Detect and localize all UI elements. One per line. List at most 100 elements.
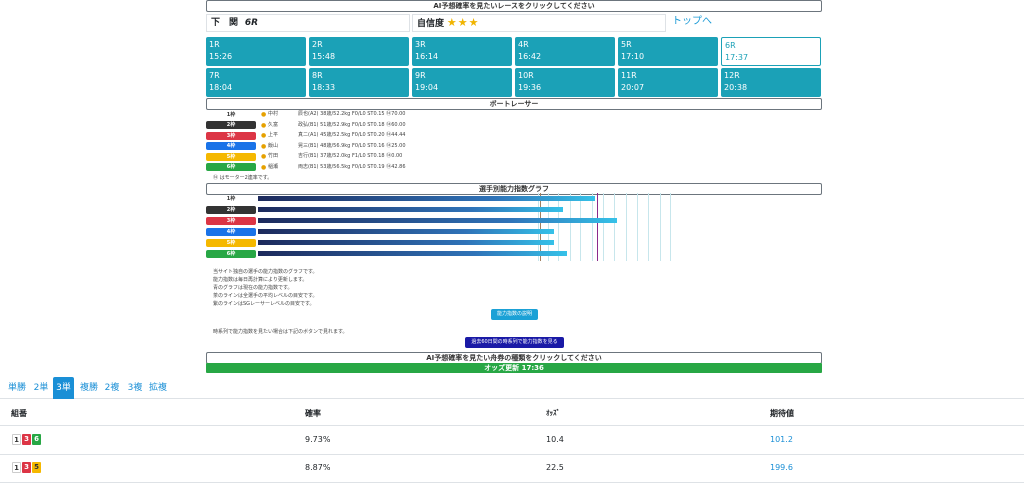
racer-row: 4枠 ● 飯山 晃三(B1) 48歳/56.9kg F0/L0 ST0.16 ⑭25.… xyxy=(206,142,506,151)
race-button-9R[interactable]: 9R 19:04 xyxy=(412,68,512,97)
racer-stats: 真二(A1) 45歳/52.5kg F0/L0 ST0.20 ⑭44.44 xyxy=(298,132,406,138)
waku-badge: 4枠 xyxy=(206,142,256,150)
graph-waku-badge: 3枠 xyxy=(206,216,256,225)
medal-icon: ● xyxy=(261,121,267,129)
tab-拡複[interactable]: 拡複 xyxy=(148,383,167,393)
boat-racer-header: ボートレーサー xyxy=(206,98,822,110)
medal-icon: ● xyxy=(261,111,267,118)
racer-name: 稲瀬 xyxy=(268,163,279,170)
race-button-4R[interactable]: 4R 16:42 xyxy=(515,37,615,66)
col-combo: 組番 xyxy=(11,409,27,418)
race-button-8R[interactable]: 8R 18:33 xyxy=(309,68,409,97)
race-time-label: 19:36 xyxy=(518,83,542,92)
race-time-label: 16:14 xyxy=(415,52,439,61)
racer-row: 3枠 ● 上平 真二(A1) 45歳/52.5kg F0/L0 ST0.20 ⑭44.… xyxy=(206,131,506,140)
race-time-label: 17:37 xyxy=(725,53,749,62)
col-prob: 確率 xyxy=(305,409,321,418)
bet-type-tabs: 単勝 2単 3単 複勝 2複 3複 拡複 xyxy=(0,377,1024,399)
col-odds: ｵｯｽﾞ xyxy=(546,409,560,417)
grid-line xyxy=(637,193,638,261)
racer-row: 2枠 ● 久富 政弘(B1) 51歳/52.9kg F0/L0 ST0.18 ⑭60.… xyxy=(206,121,506,130)
combo-number: 5 xyxy=(32,462,41,473)
race-time-label: 18:33 xyxy=(312,83,336,92)
racer-row: 6枠 ● 稲瀬 両志(B1) 53歳/56.5kg F0/L0 ST0.19 ⑭42.… xyxy=(206,163,506,172)
past-note: 時系列で能力指数を見たい場合は下記のボタンで見れます。 xyxy=(213,329,348,335)
ability-bar xyxy=(258,240,554,245)
combo-number: 6 xyxy=(32,434,41,445)
explanation-line: 当サイト独自の選手の能力指数のグラフです。 xyxy=(213,269,318,275)
racer-name: 上平 xyxy=(268,132,279,138)
race-time-label: 20:38 xyxy=(724,83,748,92)
race-time-label: 19:04 xyxy=(415,83,439,92)
grid-line xyxy=(558,193,559,261)
grid-line xyxy=(570,193,571,261)
star-rating-icon: ★★★ xyxy=(446,16,480,29)
confidence-box: 自信度 ★★★ xyxy=(412,14,666,32)
combo-number: 3 xyxy=(22,434,31,445)
motor-note: ⑭ はモーター2連率です。 xyxy=(213,175,273,181)
race-time-label: 16:42 xyxy=(518,52,542,61)
race-button-1R[interactable]: 1R 15:26 xyxy=(206,37,306,66)
race-button-6R[interactable]: 6R 17:37 xyxy=(721,37,821,66)
ability-bar xyxy=(258,218,618,223)
grid-line xyxy=(548,193,549,261)
past-60-days-button[interactable]: 過去60日間の時系列で能力指数を見る xyxy=(465,337,564,348)
racer-stats: 吉行(B1) 37歳/52.0kg F1/L0 ST0.18 ⑭0.00 xyxy=(298,153,403,159)
tab-複勝[interactable]: 複勝 xyxy=(79,383,98,393)
combo-number: 3 xyxy=(22,462,31,473)
race-number-label: 5R xyxy=(621,40,632,49)
explanation-line: 能力指数は毎日再計算により更新します。 xyxy=(213,277,308,283)
grid-line xyxy=(592,193,593,261)
tab-3単[interactable]: 3単 xyxy=(53,377,74,399)
grid-line xyxy=(670,193,671,261)
ability-bar xyxy=(258,207,563,212)
race-number-label: 10R xyxy=(518,71,534,80)
combo-number: 1 xyxy=(12,462,21,473)
divider xyxy=(0,425,1024,426)
grid-line xyxy=(614,193,615,261)
racer-row: 1枠 ● 中村 辰也(A2) 38歳/52.2kg F0/L0 ST0.15 ⑭70.… xyxy=(206,110,506,119)
race-button-2R[interactable]: 2R 15:48 xyxy=(309,37,409,66)
racer-name: 中村 xyxy=(268,111,279,117)
ev-link[interactable]: 101.2 xyxy=(770,435,793,444)
race-number-label: 7R xyxy=(209,71,220,80)
race-time-label: 18:04 xyxy=(209,83,233,92)
race-button-5R[interactable]: 5R 17:10 xyxy=(618,37,718,66)
tab-2複[interactable]: 2複 xyxy=(104,383,120,393)
race-button-3R[interactable]: 3R 16:14 xyxy=(412,37,512,66)
prob-cell: 9.73% xyxy=(305,435,331,444)
average-line xyxy=(540,193,541,261)
grid-line xyxy=(648,193,649,261)
ability-bar xyxy=(258,196,595,201)
top-link[interactable]: トップへ xyxy=(672,16,712,27)
race-button-10R[interactable]: 10R 19:36 xyxy=(515,68,615,97)
race-number-label: 12R xyxy=(724,71,740,80)
race-button-7R[interactable]: 7R 18:04 xyxy=(206,68,306,97)
race-number-label: 1R xyxy=(209,40,220,49)
ability-explain-button[interactable]: 能力指数の説明 xyxy=(491,309,538,320)
race-button-11R[interactable]: 11R 20:07 xyxy=(618,68,718,97)
race-number-label: 6R xyxy=(725,41,736,50)
odds-update-badge: オッズ更新 17:36 xyxy=(206,363,822,373)
sg-level-line xyxy=(597,193,598,261)
waku-badge: 2枠 xyxy=(206,121,256,129)
medal-icon: ● xyxy=(261,163,267,171)
race-number-label: 8R xyxy=(312,71,323,80)
grid-line xyxy=(603,193,604,261)
race-time-label: 20:07 xyxy=(621,83,645,92)
waku-badge: 6枠 xyxy=(206,163,256,171)
race-number: 6R xyxy=(244,18,259,28)
graph-waku-badge: 1枠 xyxy=(206,194,256,203)
confidence-label: 自信度 xyxy=(417,19,445,29)
tab-2単[interactable]: 2単 xyxy=(33,383,49,393)
tab-単勝[interactable]: 単勝 xyxy=(7,383,26,393)
venue-box: 下 関 6R xyxy=(206,14,410,32)
prob-cell: 8.87% xyxy=(305,463,331,472)
ev-link[interactable]: 199.6 xyxy=(770,463,793,472)
race-time-label: 15:48 xyxy=(312,52,336,61)
racer-stats: 政弘(B1) 51歳/52.9kg F0/L0 ST0.18 ⑭60.00 xyxy=(298,121,406,128)
row-divider xyxy=(0,454,1024,455)
tab-3複[interactable]: 3複 xyxy=(127,383,143,393)
race-number-label: 3R xyxy=(415,40,426,49)
race-button-12R[interactable]: 12R 20:38 xyxy=(721,68,821,97)
